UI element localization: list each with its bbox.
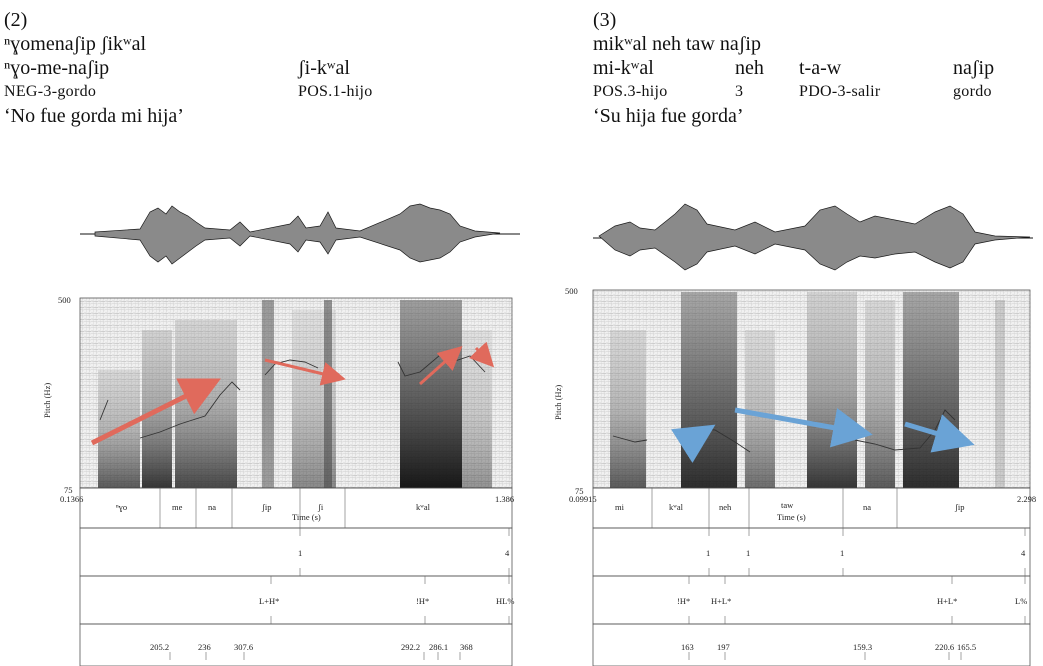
f0-value: 236 [198, 642, 211, 652]
f0-value: 165.5 [957, 642, 976, 652]
gloss-word: gordo [953, 83, 992, 100]
word-label: na [208, 502, 216, 512]
word-label: ⁿɣo [116, 502, 127, 512]
gloss-word: POS.3-hijo [593, 83, 668, 100]
orthographic-line: mikʷal neh taw naʃip [593, 33, 761, 55]
y-min-label: 75 [575, 486, 584, 496]
break-index: 1 [706, 548, 710, 558]
f0-value: 197 [717, 642, 730, 652]
y-min-label: 75 [64, 485, 73, 495]
spectrogram: 500 75 Pitch (Hz) [42, 295, 513, 495]
tone-label: H+L* [711, 596, 731, 606]
y-axis-label: Pitch (Hz) [42, 383, 52, 418]
word-label: ʃi [317, 502, 324, 512]
f0-value: 159.3 [853, 642, 872, 652]
free-translation: ‘No fue gorda mi hija’ [4, 105, 184, 127]
time-start: 0.1366 [60, 494, 83, 504]
tone-label: !H* [677, 596, 690, 606]
y-max-label: 500 [565, 286, 578, 296]
rising-arrow-final [418, 345, 463, 386]
example-3-figure: 500 75 Pitch (Hz) [553, 203, 1036, 666]
textgrid: 0.1366 1.386 Time (s) ⁿɣo me na ʃip ʃi k… [60, 487, 514, 666]
break-index: 1 [746, 548, 750, 558]
example-number: (2) [4, 9, 28, 31]
word-label: kʷal [669, 502, 684, 512]
f0-value: 292.2 [401, 642, 420, 652]
word-label: mi [615, 502, 625, 512]
tone-label: !H* [416, 596, 429, 606]
break-index: 1 [298, 548, 302, 558]
morpheme-line-word-1: ⁿɣo-me-naʃip [4, 57, 110, 79]
y-axis-label: Pitch (Hz) [553, 385, 563, 420]
word-label: na [863, 502, 871, 512]
f0-value: 205.2 [150, 642, 169, 652]
morpheme-word: mi-kʷal [593, 57, 654, 79]
morpheme-word: t-a-w [799, 57, 842, 79]
falling-arrow [264, 358, 346, 386]
break-index: 4 [505, 548, 510, 558]
falling-arrow-final [468, 341, 495, 368]
orthographic-line: ⁿɣomenaʃip ʃikʷal [4, 33, 147, 55]
break-index: 1 [840, 548, 844, 558]
tone-label: L+H* [259, 596, 279, 606]
rising-arrow [90, 378, 221, 446]
tone-label: H+L* [937, 596, 957, 606]
time-end: 2.298 [1017, 494, 1036, 504]
word-label: ʃip [954, 502, 964, 512]
time-axis-label: Time (s) [777, 512, 806, 522]
waveform [593, 203, 1033, 271]
word-label: neh [719, 502, 732, 512]
waveform [80, 203, 520, 265]
f0-value: 307.6 [234, 642, 253, 652]
gloss-line-word-2: POS.1-hijo [298, 83, 373, 100]
break-index: 4 [1021, 548, 1026, 558]
tone-label: L% [1015, 596, 1027, 606]
example-number: (3) [593, 9, 617, 31]
f0-value: 286.1 [429, 642, 448, 652]
example-3-panel: (3) mikʷal neh taw naʃip mi-kʷal neh t-a… [553, 0, 1043, 666]
gloss-line-word-1: NEG-3-gordo [4, 83, 97, 100]
time-axis-label: Time (s) [292, 512, 321, 522]
tone-label: HL% [496, 596, 514, 606]
word-label: taw [781, 500, 794, 510]
gloss-word: PDO-3-salir [799, 83, 881, 100]
y-max-label: 500 [58, 295, 71, 305]
example-2-figure: 500 75 Pitch (Hz) [42, 203, 520, 666]
falling-arrow [734, 407, 873, 448]
gloss-word: 3 [735, 83, 744, 100]
morpheme-word: naʃip [953, 57, 995, 79]
f0-value: 368 [460, 642, 473, 652]
word-label: kʷal [416, 502, 431, 512]
textgrid: 0.09915 2.298 Time (s) mi kʷal neh taw n… [569, 487, 1036, 666]
word-label: ʃip [261, 502, 271, 512]
falling-arrow-final [904, 414, 975, 453]
f0-value: 220.6 [935, 642, 954, 652]
time-end: 1.386 [495, 494, 514, 504]
spectrogram: 500 75 Pitch (Hz) [553, 286, 1031, 496]
morpheme-word: neh [735, 57, 764, 79]
example-2-panel: (2) ⁿɣomenaʃip ʃikʷal ⁿɣo-me-naʃip ʃi-kʷ… [4, 9, 520, 666]
free-translation: ‘Su hija fue gorda’ [593, 105, 744, 127]
word-label: me [172, 502, 183, 512]
f0-value: 163 [681, 642, 694, 652]
time-start: 0.09915 [569, 494, 597, 504]
morpheme-line-word-2: ʃi-kʷal [298, 57, 350, 79]
rising-arrow [670, 424, 716, 463]
